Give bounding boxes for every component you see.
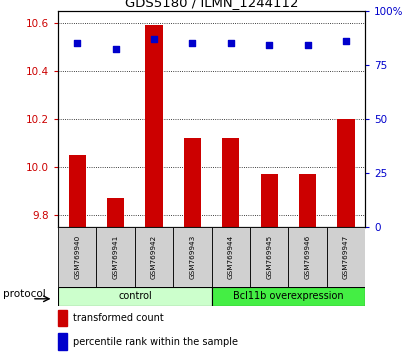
Point <box>343 38 349 44</box>
Text: Bcl11b overexpression: Bcl11b overexpression <box>233 291 344 302</box>
Bar <box>337 119 355 227</box>
Point <box>227 40 234 46</box>
Text: GSM769940: GSM769940 <box>74 235 80 279</box>
Text: GSM769947: GSM769947 <box>343 235 349 279</box>
FancyBboxPatch shape <box>250 227 288 287</box>
FancyBboxPatch shape <box>173 227 212 287</box>
Bar <box>261 174 278 227</box>
Point <box>189 40 196 46</box>
FancyBboxPatch shape <box>135 227 173 287</box>
Text: control: control <box>118 291 152 302</box>
Bar <box>68 155 86 227</box>
FancyBboxPatch shape <box>96 227 135 287</box>
Text: GSM769944: GSM769944 <box>228 235 234 279</box>
Text: GSM769943: GSM769943 <box>190 235 195 279</box>
Text: protocol: protocol <box>3 289 46 298</box>
Text: transformed count: transformed count <box>73 313 164 323</box>
Text: GSM769942: GSM769942 <box>151 235 157 279</box>
Bar <box>299 174 316 227</box>
Bar <box>58 333 67 350</box>
Text: GSM769946: GSM769946 <box>305 235 310 279</box>
FancyBboxPatch shape <box>212 287 365 306</box>
FancyBboxPatch shape <box>58 227 96 287</box>
Point <box>151 36 157 41</box>
Text: GSM769941: GSM769941 <box>113 235 119 279</box>
Bar <box>184 138 201 227</box>
FancyBboxPatch shape <box>212 227 250 287</box>
Bar <box>107 198 124 227</box>
Point <box>74 40 81 46</box>
Bar <box>58 309 67 326</box>
Text: percentile rank within the sample: percentile rank within the sample <box>73 337 239 347</box>
FancyBboxPatch shape <box>58 287 212 306</box>
FancyBboxPatch shape <box>327 227 365 287</box>
Text: GSM769945: GSM769945 <box>266 235 272 279</box>
Title: GDS5180 / ILMN_1244112: GDS5180 / ILMN_1244112 <box>125 0 298 10</box>
Bar <box>222 138 239 227</box>
FancyBboxPatch shape <box>288 227 327 287</box>
Point <box>266 42 273 48</box>
Point <box>112 47 119 52</box>
Point <box>304 42 311 48</box>
Bar <box>145 25 163 227</box>
